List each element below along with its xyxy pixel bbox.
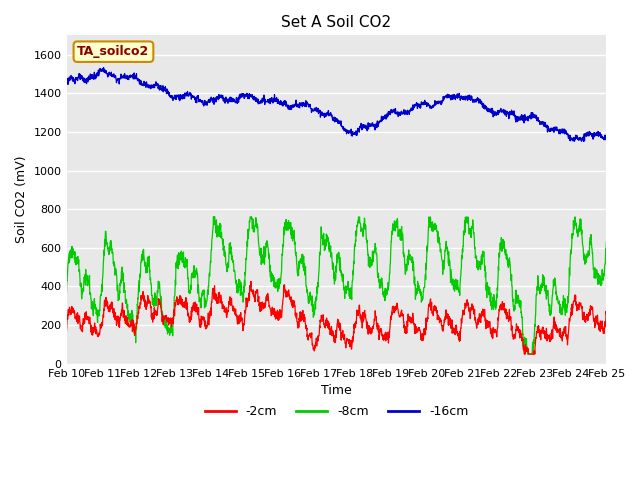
-16cm — [326, 112, 333, 118]
-8cm — [63, 289, 70, 295]
Line: -8cm: -8cm — [67, 217, 606, 354]
-8cm — [311, 306, 319, 312]
Y-axis label: Soil CO2 (mV): Soil CO2 (mV) — [15, 156, 28, 243]
-8cm — [588, 238, 595, 244]
Text: TA_soilco2: TA_soilco2 — [77, 45, 150, 58]
-2cm — [587, 307, 595, 313]
-16cm — [602, 134, 610, 140]
-2cm — [63, 327, 70, 333]
-8cm — [524, 351, 531, 357]
-8cm — [602, 239, 610, 245]
-2cm — [247, 278, 255, 284]
-8cm — [488, 302, 496, 308]
-8cm — [90, 299, 98, 304]
-8cm — [210, 214, 218, 220]
Legend: -2cm, -8cm, -16cm: -2cm, -8cm, -16cm — [200, 400, 474, 423]
-2cm — [488, 331, 496, 336]
-16cm — [587, 131, 595, 137]
-16cm — [311, 106, 319, 112]
-2cm — [326, 324, 333, 330]
Line: -2cm: -2cm — [67, 281, 606, 354]
-16cm — [488, 110, 496, 116]
Line: -16cm: -16cm — [67, 68, 606, 142]
-2cm — [90, 327, 98, 333]
-16cm — [588, 132, 595, 137]
Title: Set A Soil CO2: Set A Soil CO2 — [282, 15, 392, 30]
-16cm — [90, 72, 98, 78]
-2cm — [602, 312, 610, 317]
X-axis label: Time: Time — [321, 384, 352, 397]
-16cm — [100, 65, 108, 71]
-8cm — [326, 249, 333, 254]
-8cm — [587, 232, 595, 238]
-2cm — [520, 351, 528, 357]
-16cm — [570, 139, 578, 144]
-2cm — [311, 342, 319, 348]
-16cm — [63, 82, 70, 87]
-2cm — [588, 305, 595, 311]
